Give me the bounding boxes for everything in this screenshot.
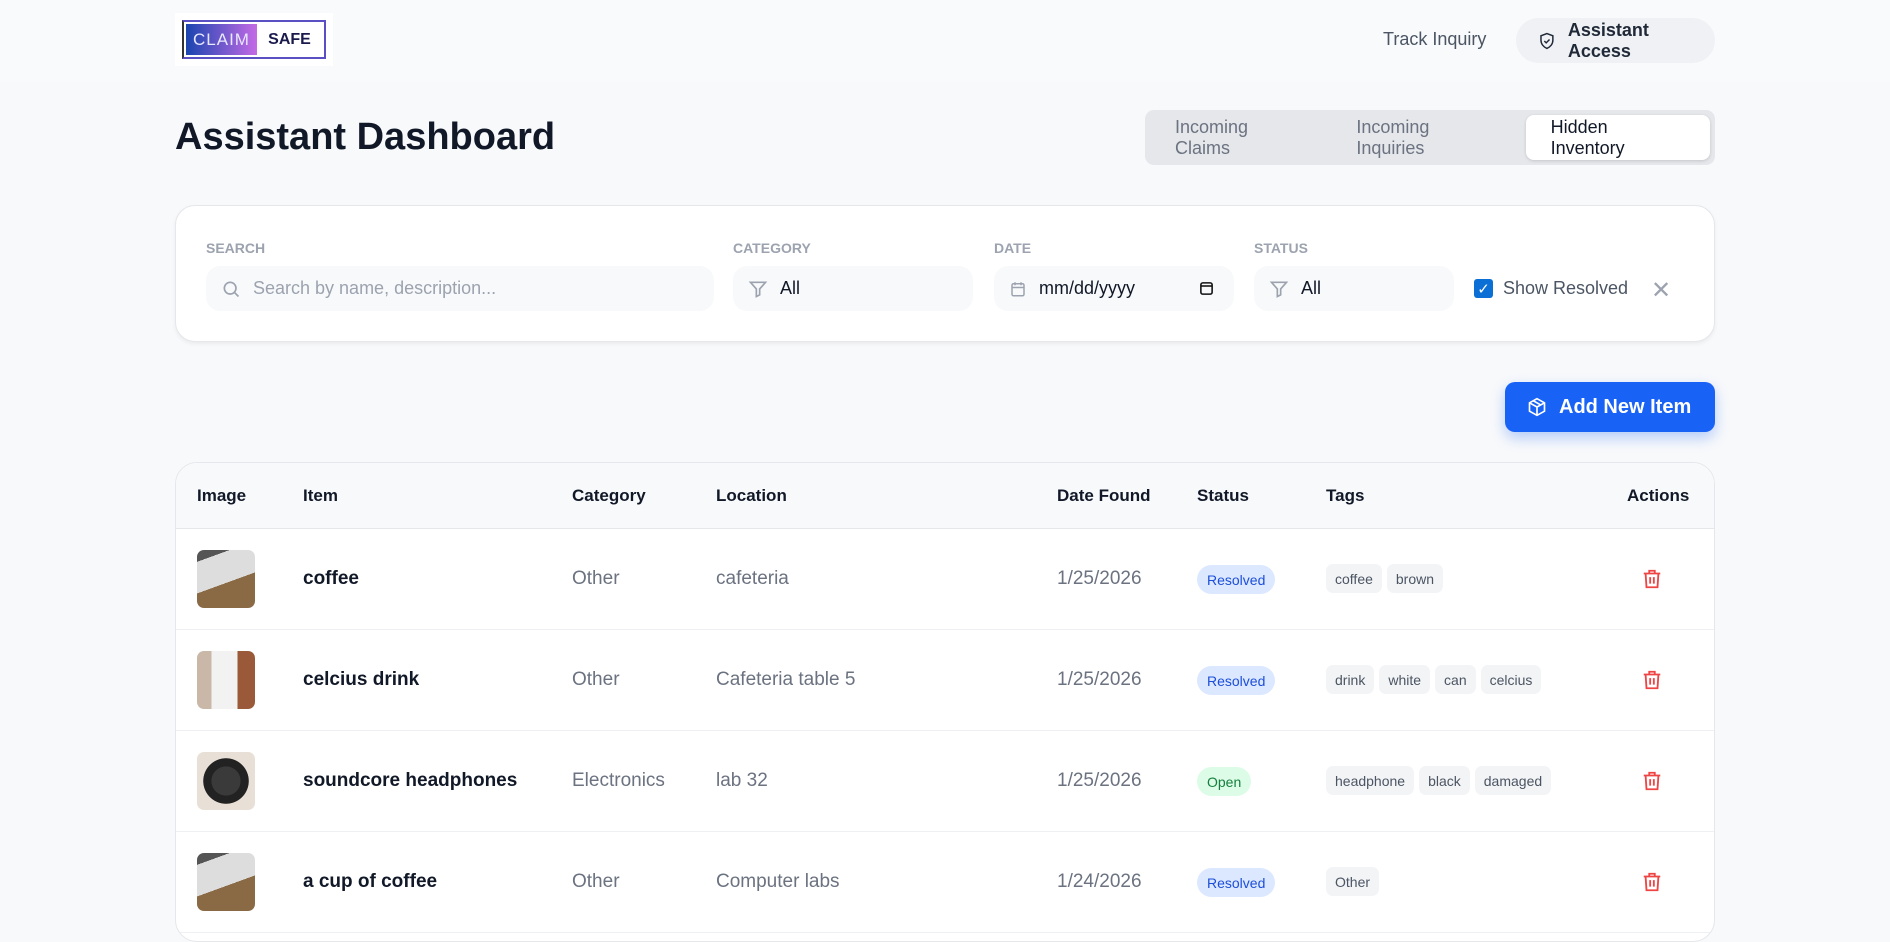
date-label: DATE	[994, 240, 1032, 256]
item-location: lab 32	[716, 770, 768, 791]
status-label: STATUS	[1254, 240, 1308, 256]
top-nav: CLAIM SAFE Track Inquiry Assistant Acces…	[0, 0, 1890, 82]
status-value: All	[1301, 278, 1322, 298]
item-date-found: 1/25/2026	[1057, 770, 1142, 791]
status-badge: Resolved	[1197, 868, 1276, 897]
header-status: Status	[1197, 486, 1249, 505]
item-name: soundcore headphones	[303, 770, 518, 791]
item-date-found: 1/25/2026	[1057, 568, 1142, 589]
status-badge: Resolved	[1197, 666, 1276, 695]
tag: black	[1419, 766, 1470, 795]
assistant-access-button[interactable]: Assistant Access	[1516, 18, 1715, 63]
header-image: Image	[197, 486, 247, 505]
tag-list: headphone black damaged	[1326, 766, 1552, 795]
table-row[interactable]: soundcore headphones Electronics lab 32 …	[176, 731, 1714, 832]
tag: white	[1379, 665, 1431, 694]
assistant-access-label: Assistant Access	[1567, 19, 1649, 61]
item-category: Other	[572, 568, 620, 589]
table-row[interactable]: a cup of coffee Other Computer labs 1/24…	[176, 832, 1714, 933]
item-date-found: 1/25/2026	[1057, 669, 1142, 690]
tag: can	[1435, 665, 1476, 694]
search-label: SEARCH	[206, 240, 266, 256]
trash-icon[interactable]	[1641, 870, 1663, 894]
item-category: Other	[572, 669, 620, 690]
tab-incoming-claims[interactable]: Incoming Claims	[1175, 116, 1249, 158]
header-item: Item	[303, 486, 338, 505]
item-category: Other	[572, 871, 620, 892]
header-date-found: Date Found	[1057, 486, 1151, 505]
tag: celcius	[1480, 665, 1542, 694]
shield-check-icon	[1540, 32, 1554, 49]
item-location: Computer labs	[716, 871, 840, 892]
trash-icon[interactable]	[1641, 668, 1663, 692]
date-placeholder: mm/dd/yyyy	[1039, 278, 1136, 298]
page-title: Assistant Dashboard	[175, 116, 556, 158]
status-badge: Resolved	[1197, 565, 1276, 594]
clear-filters-icon[interactable]: ✕	[1651, 277, 1672, 304]
item-name: celcius drink	[303, 669, 420, 690]
logo-text-safe: SAFE	[268, 30, 311, 48]
table-row[interactable]: coffee Other cafeteria 1/25/2026 Resolve…	[176, 529, 1714, 630]
tag-list: coffee brown	[1326, 564, 1444, 593]
show-resolved-checkbox[interactable]: ✓	[1474, 279, 1493, 298]
category-label: CATEGORY	[733, 240, 811, 256]
tag: headphone	[1326, 766, 1415, 795]
track-inquiry-link[interactable]: Track Inquiry	[1383, 29, 1487, 49]
date-input[interactable]: mm/dd/yyyy	[994, 266, 1234, 311]
tag-list: Other	[1326, 867, 1380, 896]
calendar-icon	[1011, 281, 1025, 296]
tab-incoming-inquiries[interactable]: Incoming Inquiries	[1356, 116, 1430, 158]
add-new-item-button[interactable]: Add New Item	[1505, 382, 1715, 432]
status-select[interactable]: All	[1254, 266, 1454, 311]
filter-icon	[1269, 281, 1289, 298]
filter-icon	[748, 281, 768, 298]
add-new-item-label: Add New Item	[1559, 395, 1692, 418]
item-thumbnail[interactable]	[197, 651, 255, 709]
search-placeholder: Search by name, description...	[253, 278, 497, 298]
tag: coffee	[1326, 564, 1382, 593]
tag-list: drink white can celcius	[1326, 665, 1542, 694]
package-icon	[1528, 397, 1546, 417]
filter-panel: SEARCH Search by name, description... CA…	[175, 205, 1715, 342]
item-category: Electronics	[572, 770, 665, 791]
search-input[interactable]: Search by name, description...	[206, 266, 714, 311]
category-value: All	[780, 278, 801, 298]
item-name: a cup of coffee	[303, 871, 438, 892]
tab-hidden-inventory[interactable]: Hidden Inventory	[1525, 115, 1710, 160]
header-tags: Tags	[1326, 486, 1365, 505]
dashboard-tabs: Incoming Claims Incoming Inquiries Hidde…	[1145, 110, 1715, 165]
search-icon	[223, 281, 240, 297]
item-name: coffee	[303, 568, 359, 589]
show-resolved-label: Show Resolved	[1503, 278, 1629, 298]
trash-icon[interactable]	[1641, 567, 1663, 591]
date-picker-icon[interactable]	[1199, 281, 1214, 296]
tag: drink	[1326, 665, 1375, 694]
tag: Other	[1326, 867, 1380, 896]
item-date-found: 1/24/2026	[1057, 871, 1142, 892]
item-thumbnail[interactable]	[197, 752, 255, 810]
header-actions: Actions	[1627, 486, 1690, 505]
show-resolved-toggle[interactable]: ✓ Show Resolved	[1474, 278, 1628, 299]
header-category: Category	[572, 486, 646, 505]
item-thumbnail[interactable]	[197, 853, 255, 911]
item-location: cafeteria	[716, 568, 789, 589]
trash-icon[interactable]	[1641, 769, 1663, 793]
status-badge: Open	[1197, 767, 1252, 796]
item-location: Cafeteria table 5	[716, 669, 856, 690]
logo-text-claim: CLAIM	[186, 24, 257, 55]
tag: damaged	[1474, 766, 1552, 795]
table-row[interactable]: celcius drink Other Cafeteria table 5 1/…	[176, 630, 1714, 731]
table-header: Image Item Category Location Date Found …	[176, 463, 1714, 529]
header-location: Location	[716, 486, 787, 505]
tag: brown	[1386, 564, 1444, 593]
item-thumbnail[interactable]	[197, 550, 255, 608]
inventory-table: Image Item Category Location Date Found …	[175, 462, 1715, 942]
claimsafe-logo[interactable]: CLAIM SAFE	[175, 13, 333, 66]
category-select[interactable]: All	[733, 266, 973, 311]
